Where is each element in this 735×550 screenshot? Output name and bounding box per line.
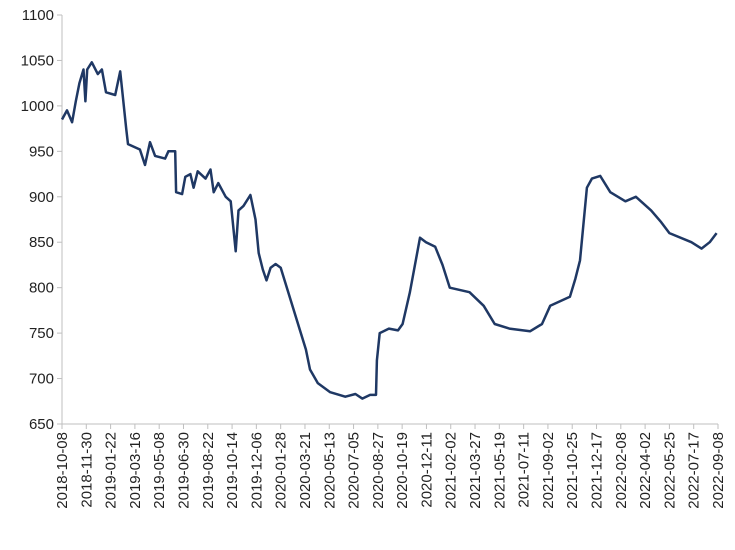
x-tick-label: 2022-05-25 [661,432,678,509]
x-tick-label: 2019-06-30 [175,432,192,509]
x-tick-label: 2020-10-19 [394,432,411,509]
x-tick-label: 2020-03-21 [297,432,314,509]
x-tick-label: 2020-12-11 [418,432,435,508]
y-tick-label: 950 [29,143,54,160]
x-tick-label: 2019-12-06 [248,432,265,509]
x-tick-label: 2021-05-19 [491,432,508,509]
x-tick-label: 2022-04-02 [637,432,654,509]
x-tick-label: 2019-10-14 [224,432,241,509]
y-tick-label: 700 [29,371,54,388]
line-series [60,61,718,400]
x-tick-label: 2019-08-22 [200,432,217,509]
x-tick-label: 2020-07-05 [346,432,363,509]
x-tick-label: 2021-03-27 [467,432,484,509]
y-tick-label: 850 [29,234,54,251]
y-tick-label: 750 [29,325,54,342]
y-tick-label: 1100 [22,7,54,24]
x-tick-label: 2021-09-02 [540,432,557,509]
x-tick-label: 2021-12-17 [589,432,606,509]
x-tick-label: 2022-07-17 [686,432,703,509]
x-tick-label: 2021-07-11 [516,432,533,508]
x-tick-label: 2021-10-25 [564,432,581,509]
x-tick-label: 2022-09-08 [710,432,727,509]
x-tick-label: 2021-02-02 [443,432,460,509]
y-tick-label: 650 [29,416,54,433]
x-tick-label: 2018-10-08 [54,432,71,509]
x-tick-label: 2018-11-30 [78,432,95,508]
y-tick-label: 1000 [21,98,54,115]
x-tick-label: 2020-01-28 [273,432,290,509]
x-tick-label: 2019-03-16 [127,432,144,509]
x-tick-label: 2020-08-27 [370,432,387,509]
y-tick-label: 900 [29,189,54,206]
y-tick-label: 800 [29,280,54,297]
y-tick-label: 1050 [21,52,54,69]
x-tick-label: 2022-02-08 [613,432,630,509]
x-tick-label: 2019-05-08 [151,432,168,509]
x-tick-label: 2020-05-13 [321,432,338,509]
x-tick-label: 2019-01-22 [103,432,120,509]
